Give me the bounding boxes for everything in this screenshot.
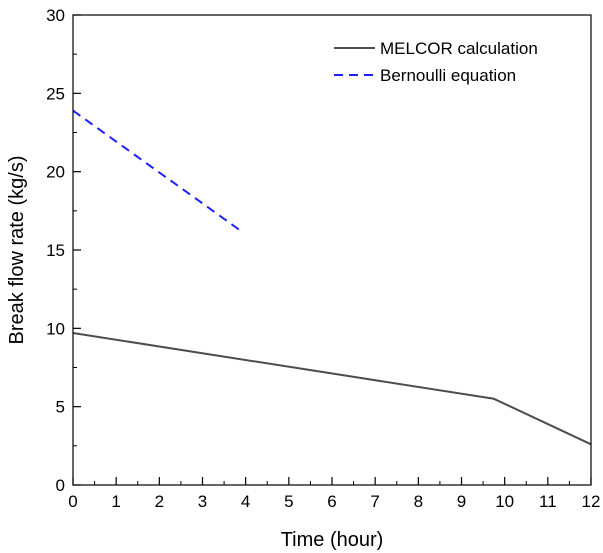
series-line-melcor-calculation — [72, 332, 592, 446]
x-axis-title: Time (hour) — [281, 529, 384, 551]
legend-label: MELCOR calculation — [380, 39, 538, 58]
x-tick-label: 3 — [198, 492, 207, 511]
x-tick-label: 7 — [370, 492, 379, 511]
plot-frame — [72, 14, 592, 486]
legend-label: Bernoulli equation — [380, 66, 516, 85]
axis-ticks — [72, 14, 592, 486]
y-tick-label: 5 — [56, 398, 65, 417]
x-tick-label: 4 — [241, 492, 250, 511]
y-tick-label: 10 — [46, 319, 65, 338]
x-tick-label: 5 — [284, 492, 293, 511]
y-tick-label: 15 — [46, 241, 65, 260]
x-tick-label: 0 — [68, 492, 77, 511]
y-tick-label: 0 — [56, 476, 65, 495]
series-line-bernoulli-equation — [72, 109, 242, 233]
x-tick-label: 9 — [457, 492, 466, 511]
y-tick-label: 25 — [46, 84, 65, 103]
x-tick-label: 1 — [111, 492, 120, 511]
x-tick-label: 6 — [327, 492, 336, 511]
x-tick-label: 2 — [155, 492, 164, 511]
plot-series — [72, 109, 592, 446]
y-axis-title: Break flow rate (kg/s) — [6, 156, 28, 345]
y-tick-label: 30 — [46, 6, 65, 25]
x-tick-label: 8 — [414, 492, 423, 511]
x-tick-label: 12 — [582, 492, 601, 511]
x-tick-label: 10 — [495, 492, 514, 511]
y-tick-label: 20 — [46, 163, 65, 182]
legend: MELCOR calculation Bernoulli equation — [334, 39, 538, 85]
x-tick-label: 11 — [539, 492, 557, 511]
